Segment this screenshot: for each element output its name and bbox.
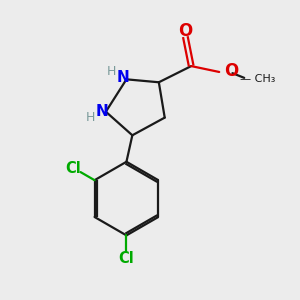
Text: — CH₃: — CH₃	[240, 74, 275, 84]
Text: Cl: Cl	[65, 161, 81, 176]
Text: Cl: Cl	[118, 250, 134, 266]
Text: H: H	[86, 110, 95, 124]
Text: O: O	[178, 22, 193, 40]
Text: N: N	[116, 70, 129, 86]
Text: H: H	[107, 64, 116, 78]
Text: O: O	[224, 62, 239, 80]
Text: N: N	[96, 104, 109, 119]
